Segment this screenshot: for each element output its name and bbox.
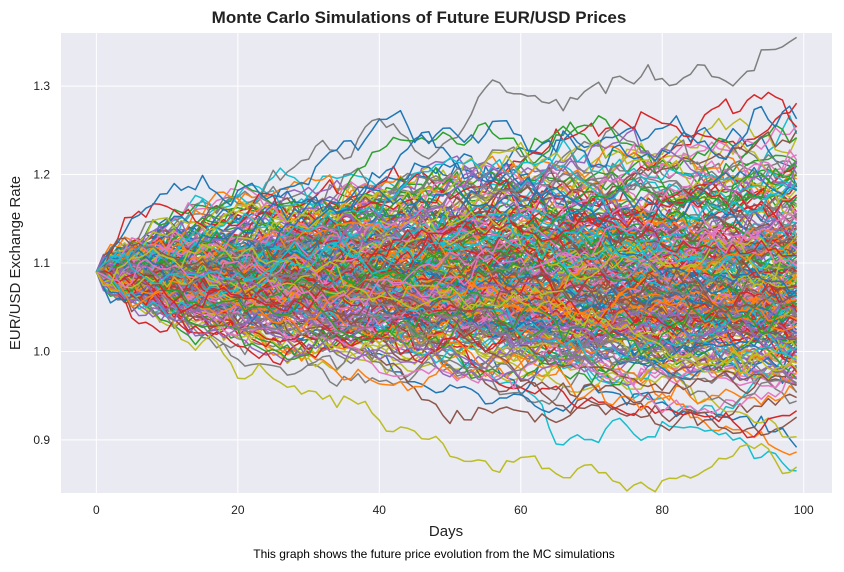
simulation-path: [95, 259, 797, 356]
x-tick-label: 80: [656, 503, 670, 517]
y-tick-label: 1.3: [33, 79, 50, 93]
x-axis-label: Days: [429, 523, 463, 540]
simulation-path: [96, 237, 797, 316]
simulation-path: [96, 212, 798, 307]
simulation-path: [95, 252, 797, 328]
simulation-path: [95, 182, 798, 285]
x-tick-label: 100: [794, 503, 814, 517]
x-tick-label: 20: [231, 503, 245, 517]
simulation-path: [96, 249, 797, 314]
simulation-paths: [95, 36, 798, 493]
simulation-path: [95, 139, 798, 300]
simulation-path: [95, 161, 797, 273]
simulation-path: [96, 210, 797, 314]
simulation-path: [95, 168, 798, 273]
y-tick-label: 0.9: [33, 433, 50, 447]
simulation-path: [95, 201, 798, 281]
simulation-path: [96, 233, 798, 295]
simulation-path: [95, 235, 797, 306]
simulation-path: [95, 229, 797, 362]
simulation-path: [95, 243, 798, 374]
simulation-path: [95, 185, 797, 295]
x-tick-label: 0: [93, 503, 100, 517]
simulation-path: [96, 156, 797, 277]
y-tick-label: 1.0: [33, 344, 50, 358]
simulation-path: [95, 157, 798, 273]
simulation-path: [96, 271, 797, 344]
simulation-path: [95, 271, 797, 415]
simulation-path: [95, 221, 797, 299]
simulation-path: [95, 225, 798, 297]
y-tick-label: 1.2: [33, 168, 50, 182]
simulation-path: [95, 240, 797, 333]
simulation-path: [95, 224, 798, 299]
simulation-path: [96, 121, 798, 278]
simulation-path: [95, 190, 798, 280]
simulation-path: [96, 271, 798, 493]
simulation-path: [95, 271, 798, 439]
chart-caption: This graph shows the future price evolut…: [253, 547, 615, 561]
simulation-path: [96, 213, 797, 317]
x-tick-label: 60: [514, 503, 528, 517]
simulation-path: [95, 271, 797, 380]
y-tick-label: 1.1: [33, 256, 50, 270]
y-axis-label: EUR/USD Exchange Rate: [7, 176, 24, 350]
tick-labels: 0 20 40 60 80 100 0.9 1.0 1.1 1.2 1.3: [33, 79, 814, 517]
simulation-path: [95, 204, 797, 328]
simulation-path: [96, 150, 798, 273]
x-tick-label: 40: [373, 503, 387, 517]
simulation-path: [95, 174, 798, 291]
chart-title: Monte Carlo Simulations of Future EUR/US…: [212, 8, 627, 27]
